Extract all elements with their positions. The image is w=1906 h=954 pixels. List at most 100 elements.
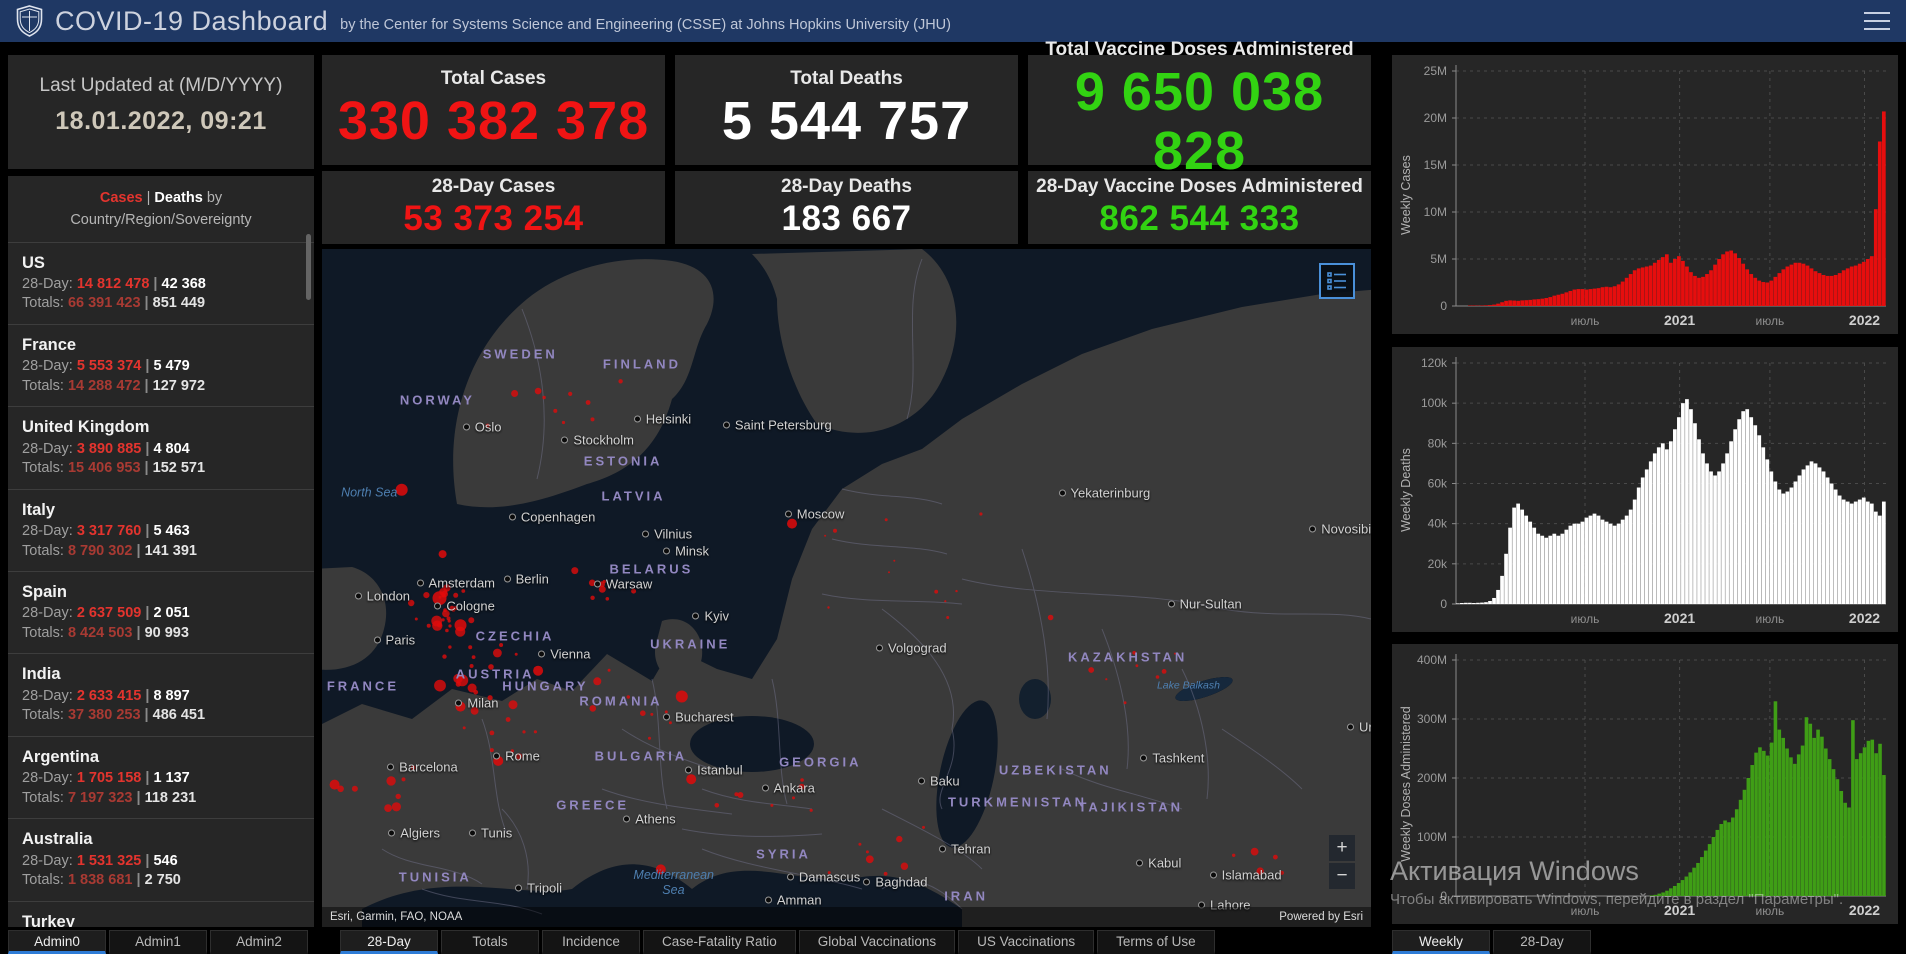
city-name: Nur-Sultan <box>1179 596 1242 612</box>
weekly-doses-chart[interactable]: 0 100M 200M 300M 400M июль 2021 июль 2022 <box>1392 644 1898 924</box>
svg-text:10M: 10M <box>1424 205 1447 219</box>
stat-card-28-day-cases: 28-Day Cases 53 373 254 <box>322 171 665 244</box>
map-view-tabs: 28-Day Totals Incidence Case-Fatality Ratio… <box>340 930 1215 954</box>
total-deaths: 2 750 <box>144 872 181 889</box>
day28-deaths: 5 479 <box>153 358 190 375</box>
weekly-deaths-chart[interactable]: 0 20k 40k 60k 80k 100k 120k июль 2021 июль 2022 <box>1392 347 1898 632</box>
world-map[interactable]: SWEDEN FINLAND NORWAY ESTONIA LATVIA BELARUS U… <box>322 249 1371 927</box>
map-city-london: London <box>354 589 410 604</box>
city-name: Tripoli <box>527 880 563 896</box>
city-name: Algiers <box>400 825 440 841</box>
pipe: | <box>141 852 154 869</box>
tab-admin2[interactable]: Admin2 <box>210 930 308 954</box>
map-city-tashkent: Tashkent <box>1140 750 1204 765</box>
day28-label: 28-Day: <box>22 605 77 622</box>
map-country-label-kazakhstan: KAZAKHSTAN <box>1067 649 1188 665</box>
pipe: | <box>141 687 154 704</box>
total-cases: 8 790 302 <box>67 542 133 559</box>
totals-label: Totals: <box>22 872 68 889</box>
hamburger-menu-icon[interactable] <box>1864 12 1890 30</box>
header-by: by <box>206 190 223 206</box>
chart-tab-28-day[interactable]: 28-Day <box>1493 930 1591 954</box>
weekly-doses-chart-card: Weekly Doses Administered 0 100M 200M 300M 4… <box>1392 644 1898 924</box>
weekly-deaths-axis-title: Weekly Deaths <box>1399 447 1413 532</box>
country-row-united-kingdom[interactable]: United Kingdom 28-Day: 3 890 885 | 4 804 T… <box>8 406 314 488</box>
country-28day-line: 28-Day: 3 317 760 | 5 463 <box>22 522 300 542</box>
city-dot-icon <box>1347 723 1355 731</box>
map-tab-global-vaccinations[interactable]: Global Vaccinations <box>798 930 956 954</box>
map-city-minsk: Minsk <box>663 543 709 558</box>
svg-text:0: 0 <box>1440 299 1447 313</box>
svg-text:2022: 2022 <box>1849 610 1880 626</box>
map-country-label-tajikistan: TAJIKISTAN <box>1078 799 1184 815</box>
tab-admin0[interactable]: Admin0 <box>8 930 106 954</box>
country-row-italy[interactable]: Italy 28-Day: 3 317 760 | 5 463 Totals: 8 … <box>8 488 314 571</box>
map-country-label-ukraine: UKRAINE <box>650 636 731 652</box>
city-name: Istanbul <box>697 762 743 778</box>
country-name: Italy <box>22 500 56 519</box>
top-header-bar: COVID-19 Dashboard by the Center for Sys… <box>0 0 1906 42</box>
country-row-turkey[interactable]: Turkey28-Day: 1 286 005 | 4 343Totals: 1… <box>8 900 314 927</box>
map-country-label-austria: AUSTRIA <box>455 666 535 682</box>
city-name: Baghdad <box>875 874 928 890</box>
country-row-argentina[interactable]: Argentina 28-Day: 1 705 158 | 1 137 Totals… <box>8 735 314 818</box>
powered-by-esri[interactable]: Powered by Esri <box>1279 911 1363 923</box>
city-dot-icon <box>434 602 442 610</box>
country-row-india[interactable]: India 28-Day: 2 633 415 | 8 897 Totals: 37… <box>8 653 314 735</box>
city-name: Vilnius <box>654 526 693 542</box>
city-name: Oslo <box>474 419 502 435</box>
svg-text:2022: 2022 <box>1849 312 1880 328</box>
stat-card-total-cases: Total Cases 330 382 378 <box>322 55 665 165</box>
svg-text:20M: 20M <box>1424 111 1447 125</box>
map-tab-28-day[interactable]: 28-Day <box>340 930 438 954</box>
total-deaths: 90 993 <box>144 624 189 641</box>
country-row-australia[interactable]: Australia 28-Day: 1 531 325 | 546 Totals: … <box>8 818 314 900</box>
stat-title: 28-Day Vaccine Doses Administered <box>1036 176 1363 198</box>
day28-deaths: 4 804 <box>153 440 190 457</box>
city-name: Urumqi <box>1359 719 1371 735</box>
city-dot-icon <box>685 766 693 774</box>
map-tab-us-vaccinations[interactable]: US Vaccinations <box>958 930 1095 954</box>
svg-text:15M: 15M <box>1424 158 1447 172</box>
country-totals-line: Totals: 1 838 681 | 2 750 <box>22 871 300 891</box>
map-tab-terms-of-use[interactable]: Terms of Use <box>1097 930 1215 954</box>
pipe: | <box>140 707 153 724</box>
svg-text:июль: июль <box>1571 314 1600 328</box>
map-tab-totals[interactable]: Totals <box>441 930 539 954</box>
tab-admin1[interactable]: Admin1 <box>109 930 207 954</box>
total-cases: 7 197 323 <box>67 789 133 806</box>
header-pipe: | <box>146 190 155 206</box>
map-tab-incidence[interactable]: Incidence <box>542 930 640 954</box>
country-row-us[interactable]: US 28-Day: 14 812 478 | 42 368 Totals: 66 … <box>8 241 314 324</box>
chart-tab-weekly[interactable]: Weekly <box>1392 930 1490 954</box>
city-dot-icon <box>1136 859 1144 867</box>
city-name: Minsk <box>675 543 710 559</box>
city-dot-icon <box>633 415 641 422</box>
layer-list-button[interactable] <box>1319 263 1355 299</box>
list-scrollbar[interactable] <box>306 234 311 300</box>
map-zoom-controls: + − <box>1329 835 1355 889</box>
city-dot-icon <box>387 763 395 771</box>
city-name: Bucharest <box>675 709 734 725</box>
map-city-helsinki: Helsinki <box>633 411 691 426</box>
zoom-in-button[interactable]: + <box>1329 835 1355 861</box>
weekly-cases-chart[interactable]: 0 5M 10M 15M 20M 25M июль 2021 июль 2022 <box>1392 55 1898 334</box>
totals-label: Totals: <box>22 707 68 724</box>
country-row-spain[interactable]: Spain 28-Day: 2 637 509 | 2 051 Totals: 8 … <box>8 571 314 653</box>
last-updated-value: 18.01.2022, 09:21 <box>55 107 267 135</box>
map-tab-case-fatality-ratio[interactable]: Case-Fatality Ratio <box>643 930 796 954</box>
svg-text:2021: 2021 <box>1664 312 1695 328</box>
city-dot-icon <box>623 815 631 823</box>
city-name: Tehran <box>950 841 991 857</box>
summary-stats-grid: Total Cases 330 382 378 Total Deaths 5 544 … <box>322 39 1371 244</box>
country-row-france[interactable]: France 28-Day: 5 553 374 | 5 479 Totals: 1… <box>8 323 314 406</box>
city-dot-icon <box>784 510 792 518</box>
cases-header-label[interactable]: Cases <box>99 190 143 206</box>
map-city-lahore: Lahore <box>1198 898 1251 913</box>
deaths-header-label[interactable]: Deaths <box>154 190 203 206</box>
country-28day-line: 28-Day: 1 705 158 | 1 137 <box>22 769 300 789</box>
pipe: | <box>132 872 145 889</box>
zoom-out-button[interactable]: − <box>1329 863 1355 889</box>
country-totals-line: Totals: 37 380 253 | 486 451 <box>22 706 300 726</box>
